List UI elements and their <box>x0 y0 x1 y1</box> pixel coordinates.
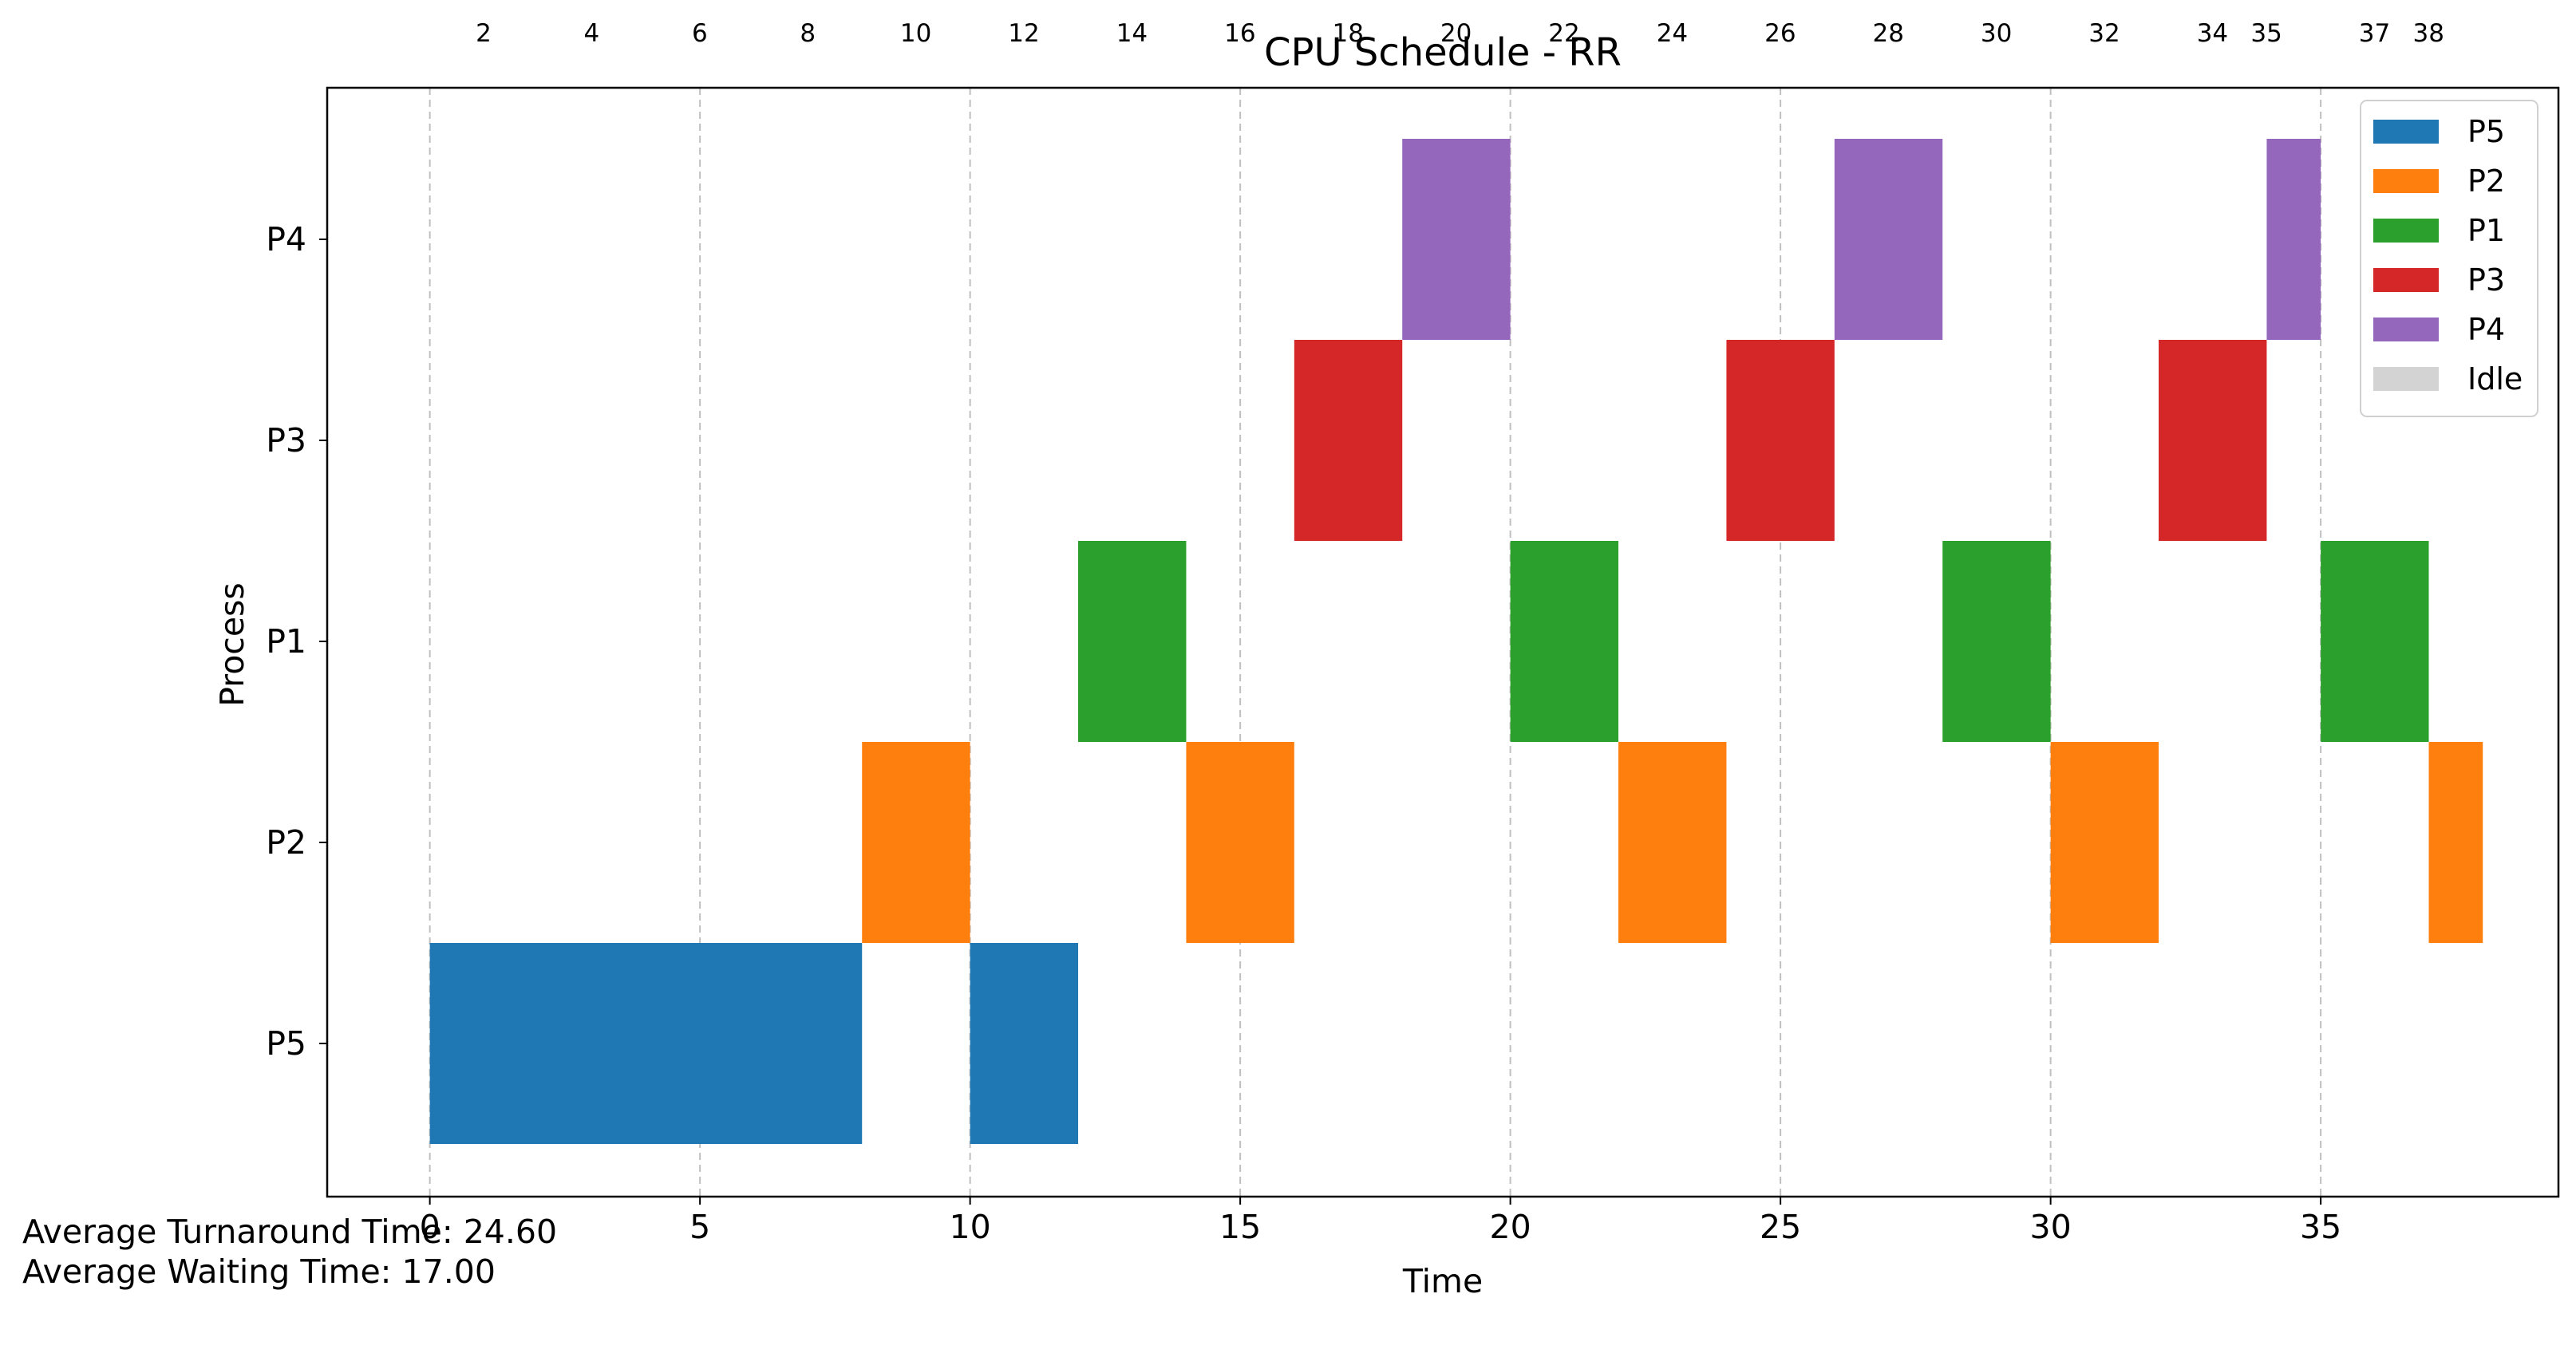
bar-p5 <box>970 943 1079 1144</box>
y-axis-label: Process <box>213 582 251 707</box>
y-tick-label: P4 <box>266 220 306 258</box>
top-time-label: 6 <box>692 19 708 48</box>
legend-label: P1 <box>2467 213 2505 248</box>
x-tick-label: 35 <box>2300 1208 2341 1246</box>
top-time-label: 22 <box>1548 19 1579 48</box>
legend-label: P3 <box>2467 262 2505 298</box>
x-tick-label: 5 <box>689 1208 710 1246</box>
top-time-label: 20 <box>1440 19 1472 48</box>
x-tick-label: 10 <box>950 1208 991 1246</box>
bar-p1 <box>1510 541 1619 742</box>
top-time-label: 8 <box>800 19 816 48</box>
top-time-label: 26 <box>1764 19 1796 48</box>
y-tick-label: P5 <box>266 1024 306 1063</box>
top-time-label: 32 <box>2088 19 2120 48</box>
y-tick-label: P2 <box>266 823 306 862</box>
bar-p2 <box>862 742 970 943</box>
top-time-label: 14 <box>1116 19 1148 48</box>
legend-label: P2 <box>2467 164 2505 199</box>
x-tick-label: 20 <box>1490 1208 1531 1246</box>
legend: P5 P2 P1 P3 P4 Idle <box>2360 100 2538 417</box>
bar-p2 <box>2050 742 2159 943</box>
bar-p2 <box>1618 742 1727 943</box>
top-time-label: 10 <box>900 19 931 48</box>
legend-swatch <box>2373 367 2439 391</box>
legend-label: P4 <box>2467 312 2505 347</box>
legend-swatch <box>2373 219 2439 243</box>
legend-swatch <box>2373 120 2439 144</box>
average-turnaround-time: Average Turnaround Time: 24.60 <box>22 1213 558 1251</box>
bar-p1 <box>2321 541 2429 742</box>
y-tick-label: P3 <box>266 421 306 460</box>
x-tick-label: 0 <box>420 1208 441 1246</box>
average-waiting-time: Average Waiting Time: 17.00 <box>22 1252 496 1291</box>
bar-p3 <box>1726 340 1835 541</box>
top-time-label: 38 <box>2412 19 2444 48</box>
legend-swatch <box>2373 268 2439 292</box>
x-tick-label: 25 <box>1760 1208 1801 1246</box>
bar-p3 <box>2159 340 2267 541</box>
top-time-label: 4 <box>584 19 600 48</box>
bar-p3 <box>1294 340 1403 541</box>
top-time-label: 16 <box>1224 19 1255 48</box>
bar-p4 <box>1834 139 1943 340</box>
legend-swatch <box>2373 318 2439 341</box>
bar-p1 <box>1942 541 2051 742</box>
top-time-label: 37 <box>2359 19 2390 48</box>
top-time-label: 2 <box>476 19 492 48</box>
y-tick-label: P1 <box>266 622 306 661</box>
top-time-label: 24 <box>1657 19 1688 48</box>
bar-p2 <box>1186 742 1294 943</box>
top-time-label: 35 <box>2250 19 2282 48</box>
top-time-label: 34 <box>2197 19 2228 48</box>
bar-p1 <box>1078 541 1187 742</box>
chart-title: CPU Schedule - RR <box>1264 30 1622 75</box>
bar-p2 <box>2428 742 2483 943</box>
bar-p4 <box>2266 139 2321 340</box>
top-time-label: 30 <box>1981 19 2012 48</box>
x-tick-label: 30 <box>2030 1208 2072 1246</box>
x-axis-label: Time <box>1402 1262 1483 1300</box>
legend-label: P5 <box>2467 114 2505 149</box>
legend-label: Idle <box>2467 361 2523 396</box>
top-time-label: 12 <box>1008 19 1039 48</box>
top-time-label: 18 <box>1332 19 1363 48</box>
legend-swatch <box>2373 169 2439 193</box>
top-time-label: 28 <box>1872 19 1903 48</box>
x-tick-label: 15 <box>1219 1208 1261 1246</box>
bar-p4 <box>1402 139 1511 340</box>
bar-p5 <box>429 943 863 1144</box>
